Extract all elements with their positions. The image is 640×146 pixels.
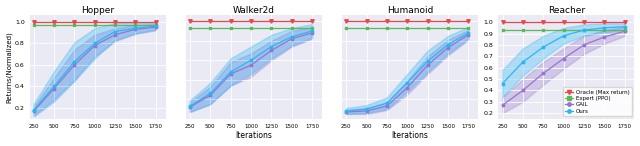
Title: Reacher: Reacher	[548, 6, 585, 15]
Title: Humanoid: Humanoid	[387, 6, 433, 15]
Title: Walker2d: Walker2d	[233, 6, 275, 15]
X-axis label: Iterations: Iterations	[236, 131, 272, 140]
Title: Hopper: Hopper	[81, 6, 114, 15]
X-axis label: Iterations: Iterations	[392, 131, 429, 140]
Y-axis label: Returns(Normalized): Returns(Normalized)	[6, 31, 12, 103]
Legend: Oracle (Max return), Expert (PPO), GAIL, Ours: Oracle (Max return), Expert (PPO), GAIL,…	[563, 87, 632, 116]
